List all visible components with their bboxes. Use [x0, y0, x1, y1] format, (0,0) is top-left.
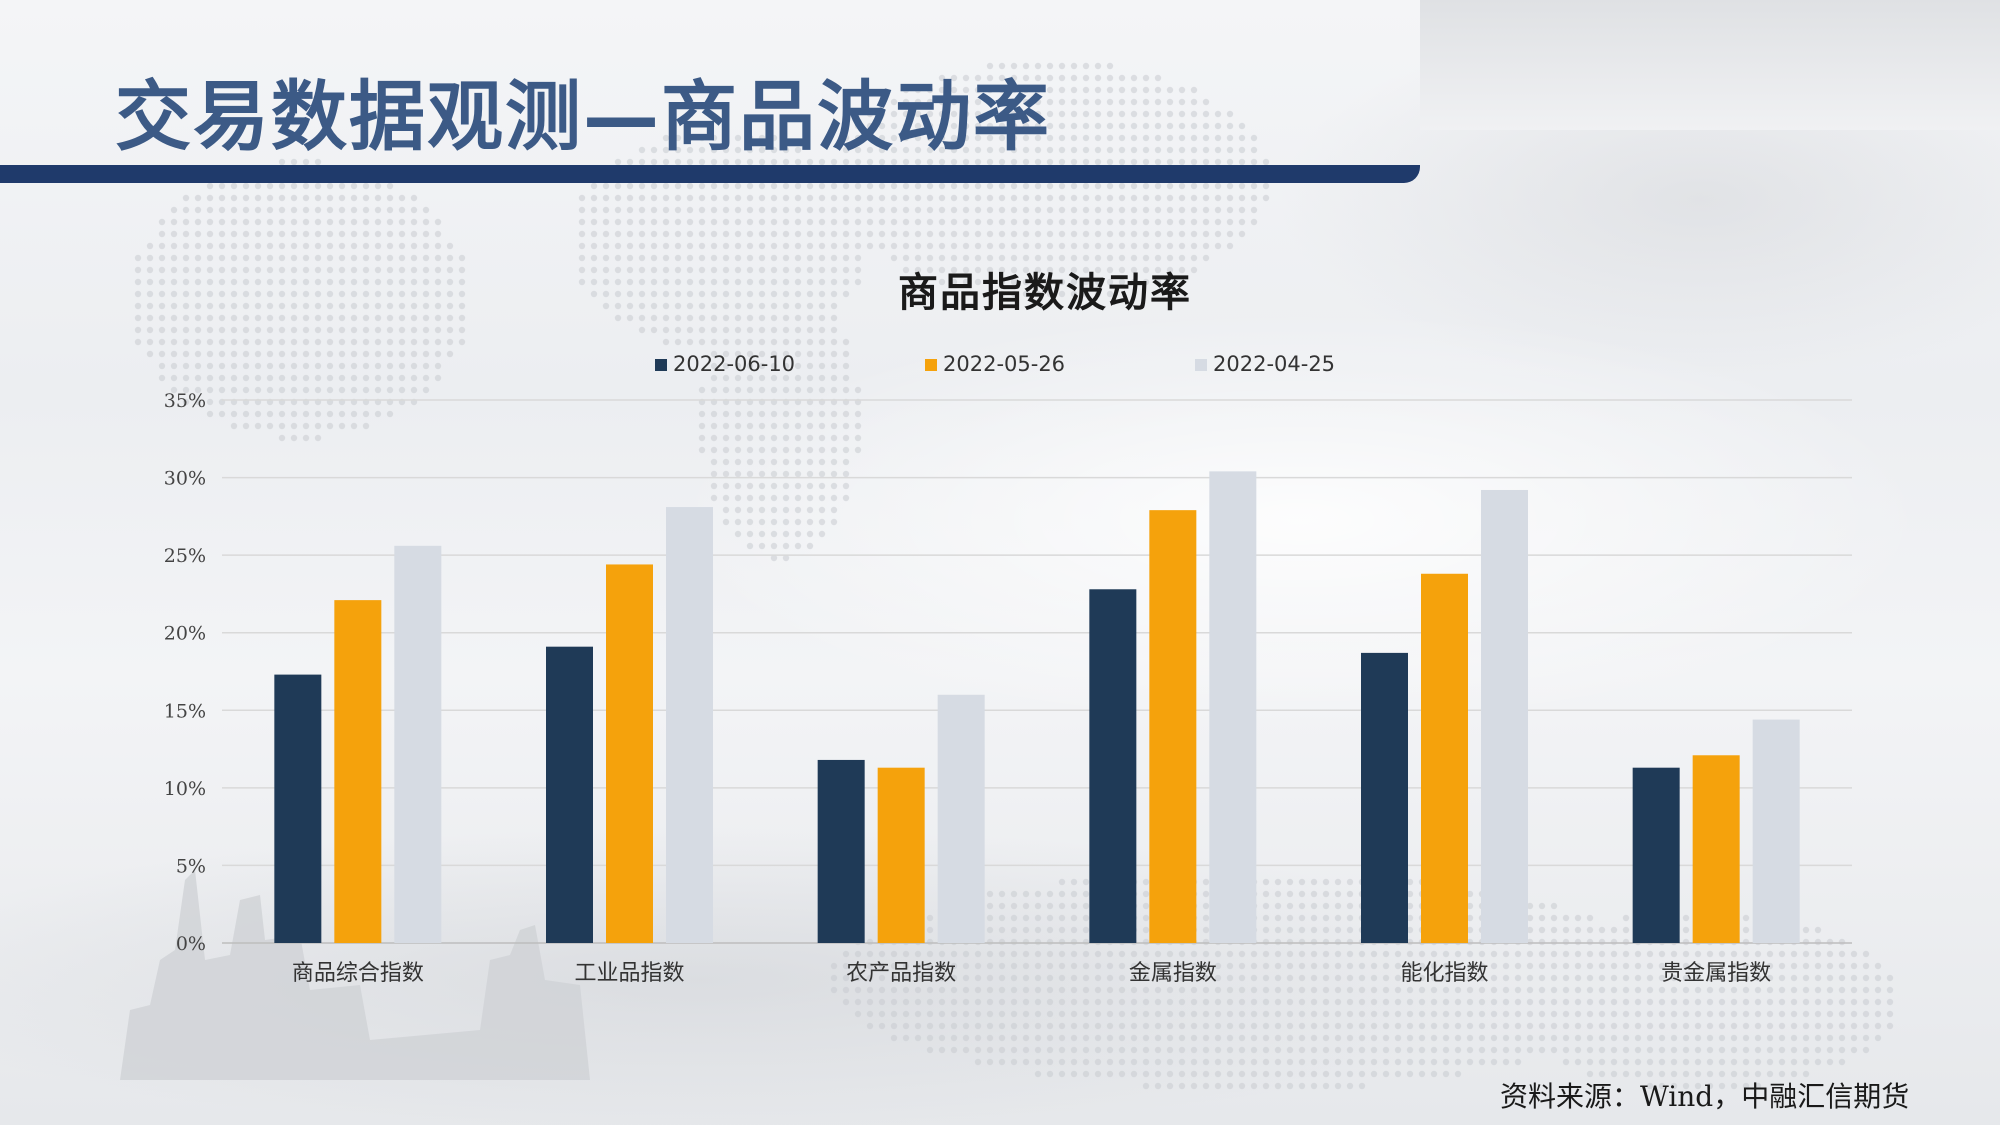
bar-2022-04-25-2	[937, 694, 985, 943]
x-category-label: 金属指数	[1129, 961, 1217, 986]
legend-swatch	[655, 359, 667, 371]
page-title: 交易数据观测—商品波动率	[115, 72, 1051, 161]
bar-2022-05-26-3	[1149, 510, 1197, 943]
x-category-label: 能化指数	[1400, 961, 1488, 986]
y-tick-label: 30%	[164, 468, 206, 490]
x-category-label: 农产品指数	[846, 961, 956, 986]
slide-header: 交易数据观测—商品波动率	[0, 0, 2000, 185]
bar-2022-05-26-1	[606, 564, 653, 943]
bar-2022-04-25-5	[1752, 719, 1800, 943]
legend-label: 2022-04-25	[1213, 352, 1335, 376]
x-category-label: 商品综合指数	[292, 961, 424, 986]
y-tick-label: 25%	[164, 545, 206, 567]
bar-2022-04-25-3	[1209, 471, 1257, 943]
bar-2022-06-10-3	[1089, 589, 1137, 943]
y-tick-label: 5%	[176, 855, 206, 877]
y-tick-label: 15%	[164, 700, 206, 722]
bar-2022-04-25-0	[394, 545, 442, 943]
y-tick-label: 35%	[164, 390, 206, 412]
bar-2022-06-10-4	[1361, 652, 1408, 943]
bar-2022-04-25-1	[666, 507, 713, 943]
y-tick-label: 10%	[164, 778, 206, 800]
bar-2022-05-26-4	[1421, 573, 1468, 943]
x-category-label: 贵金属指数	[1661, 961, 1771, 986]
legend-label: 2022-05-26	[943, 352, 1065, 376]
bar-2022-05-26-0	[334, 600, 382, 943]
x-category-label: 工业品指数	[574, 961, 684, 986]
source-note: 资料来源：Wind，中融汇信期货	[1500, 1080, 1910, 1113]
bar-2022-06-10-1	[546, 646, 593, 943]
chart-title: 商品指数波动率	[898, 270, 1192, 316]
y-tick-label: 20%	[164, 623, 206, 645]
bar-2022-05-26-5	[1692, 755, 1740, 943]
y-tick-label: 0%	[176, 933, 206, 955]
header-shade	[1420, 0, 2000, 130]
legend-swatch	[1195, 359, 1207, 371]
bar-2022-05-26-2	[877, 767, 925, 943]
bar-2022-06-10-0	[274, 674, 322, 943]
title-underline-bar	[0, 165, 1420, 183]
bar-2022-04-25-4	[1481, 489, 1528, 943]
legend-swatch	[925, 359, 937, 371]
bar-2022-06-10-2	[817, 759, 865, 943]
legend-label: 2022-06-10	[673, 352, 795, 376]
bar-2022-06-10-5	[1632, 767, 1680, 943]
